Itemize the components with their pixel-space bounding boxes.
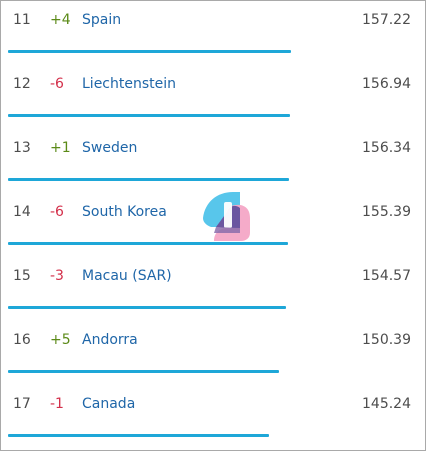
country-link[interactable]: Liechtenstein — [82, 76, 177, 92]
score-bar — [8, 50, 291, 53]
rank-number: 15 — [13, 268, 31, 284]
country-link[interactable]: South Korea — [82, 204, 167, 220]
table-row: 12 -6 Liechtenstein 156.94 — [1, 64, 425, 128]
score-bar — [8, 434, 269, 437]
table-row: 11 +4 Spain 157.22 — [1, 0, 425, 64]
score-bar — [8, 114, 290, 117]
score-bar — [8, 242, 288, 245]
rank-number: 11 — [13, 12, 31, 28]
score-value: 156.34 — [362, 140, 411, 156]
table-row: 15 -3 Macau (SAR) 154.57 — [1, 256, 425, 320]
table-row: 16 +5 Andorra 150.39 — [1, 320, 425, 384]
score-value: 154.57 — [362, 268, 411, 284]
rank-change: -6 — [50, 76, 64, 92]
table-row: 13 +1 Sweden 156.34 — [1, 128, 425, 192]
table-row: 14 -6 South Korea 155.39 — [1, 192, 425, 256]
country-link[interactable]: Sweden — [82, 140, 138, 156]
score-bar — [8, 178, 289, 181]
rank-change: +5 — [50, 332, 71, 348]
score-value: 145.24 — [362, 396, 411, 412]
score-bar — [8, 306, 286, 309]
table-row: 17 -1 Canada 145.24 — [1, 384, 425, 448]
rank-number: 16 — [13, 332, 31, 348]
rank-change: +4 — [50, 12, 71, 28]
ranking-logo-icon — [203, 192, 250, 241]
country-link[interactable]: Spain — [82, 12, 122, 28]
rank-number: 13 — [13, 140, 31, 156]
rank-number: 12 — [13, 76, 31, 92]
country-link[interactable]: Canada — [82, 396, 136, 412]
country-link[interactable]: Macau (SAR) — [82, 268, 172, 284]
score-bar — [8, 370, 279, 373]
score-value: 157.22 — [362, 12, 411, 28]
country-link[interactable]: Andorra — [82, 332, 138, 348]
rank-change: +1 — [50, 140, 71, 156]
score-value: 155.39 — [362, 204, 411, 220]
score-value: 156.94 — [362, 76, 411, 92]
rank-change: -1 — [50, 396, 64, 412]
rank-number: 14 — [13, 204, 31, 220]
rank-number: 17 — [13, 396, 31, 412]
rank-change: -6 — [50, 204, 64, 220]
rank-change: -3 — [50, 268, 64, 284]
score-value: 150.39 — [362, 332, 411, 348]
